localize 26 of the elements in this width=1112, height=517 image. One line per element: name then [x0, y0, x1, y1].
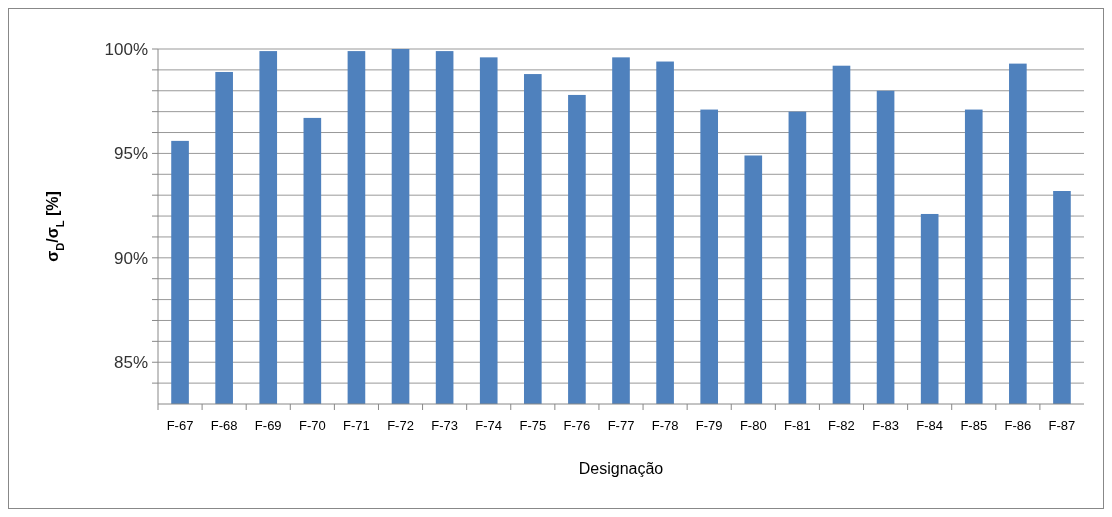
x-tick-label: F-76 — [563, 418, 591, 433]
x-tick-label: F-87 — [1048, 418, 1076, 433]
y-tick-label: 85% — [113, 353, 148, 373]
x-tick-label: F-78 — [651, 418, 679, 433]
x-tick-label: F-70 — [298, 418, 326, 433]
x-axis-title: Designação — [578, 460, 664, 477]
x-tick-label: F-86 — [1004, 418, 1032, 433]
x-tick-label: F-84 — [916, 418, 944, 433]
y-tick-label: 95% — [113, 144, 148, 164]
x-tick-label: F-83 — [872, 418, 899, 433]
y-tick-label: 100% — [104, 39, 148, 59]
x-tick-label: F-74 — [475, 418, 503, 433]
x-tick-label: F-67 — [166, 418, 194, 433]
x-tick-label: F-77 — [607, 418, 635, 433]
x-tick-label: F-79 — [695, 418, 723, 433]
x-tick-label: F-80 — [739, 418, 767, 433]
x-tick-label: F-69 — [254, 418, 282, 433]
x-tick-label: F-71 — [343, 418, 370, 433]
x-tick-label: F-82 — [828, 418, 855, 433]
x-tick-label: F-73 — [431, 418, 458, 433]
x-tick-label: F-75 — [519, 418, 547, 433]
y-tick-label: 90% — [113, 248, 148, 268]
x-tick-label: F-72 — [387, 418, 414, 433]
x-tick-label: F-68 — [210, 418, 238, 433]
x-tick-label: F-81 — [784, 418, 811, 433]
x-tick-label: F-85 — [960, 418, 988, 433]
